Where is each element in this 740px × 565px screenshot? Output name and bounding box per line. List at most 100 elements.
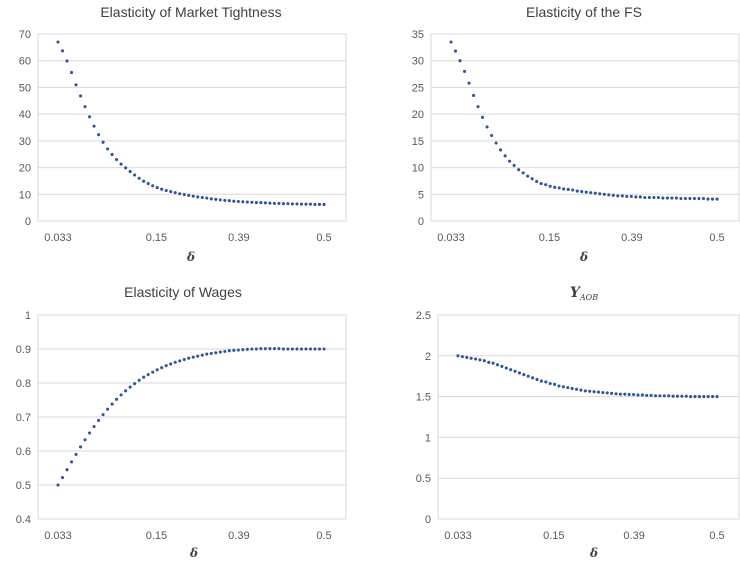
data-point — [649, 393, 653, 397]
data-point — [670, 196, 674, 200]
data-point — [56, 40, 60, 44]
x-axis-label: δ — [189, 546, 198, 560]
data-point — [146, 372, 150, 377]
data-point — [596, 390, 601, 394]
data-point — [513, 369, 517, 373]
data-point — [471, 93, 476, 97]
data-point — [469, 356, 473, 360]
data-point — [623, 392, 627, 396]
x-axis-ticks: 0.033 0.15 0.39 0.5 — [437, 232, 724, 244]
data-point — [227, 199, 231, 203]
y-tick-label: 15 — [412, 136, 424, 148]
data-point — [209, 197, 213, 201]
data-point — [317, 347, 322, 351]
data-point — [322, 347, 326, 351]
plot-area — [437, 314, 740, 520]
data-point — [702, 395, 706, 399]
gridlines — [38, 314, 346, 520]
plot-area — [37, 33, 347, 222]
data-point — [652, 195, 656, 200]
data-point — [575, 189, 579, 193]
data-point — [535, 377, 539, 382]
x-tick-label: 0.39 — [623, 530, 644, 542]
data-point — [680, 394, 684, 398]
y-tick-label: 40 — [19, 109, 31, 121]
data-point — [481, 115, 485, 119]
data-point — [182, 193, 186, 197]
data-series — [456, 354, 719, 399]
data-point — [671, 394, 675, 398]
gridlines — [38, 33, 346, 222]
data-point — [706, 197, 710, 201]
x-tick-label: 0.5 — [709, 232, 724, 244]
data-point — [607, 193, 611, 197]
x-tick-label: 0.39 — [228, 530, 249, 542]
data-point — [526, 174, 530, 178]
y-tick-label: 70 — [19, 29, 31, 41]
x-tick-label: 0.033 — [444, 530, 472, 542]
y-tick-label: 0.5 — [416, 473, 431, 485]
data-point — [65, 59, 69, 63]
data-point — [662, 394, 666, 398]
chart-title: Elasticity of the FS — [526, 4, 642, 20]
chart-title-main: Y — [570, 285, 582, 301]
data-point — [245, 200, 249, 204]
data-point — [97, 133, 101, 137]
data-point — [504, 366, 508, 370]
data-point — [142, 375, 146, 379]
data-point — [110, 402, 114, 406]
data-point — [570, 386, 574, 390]
data-point — [78, 445, 83, 449]
data-point — [317, 202, 322, 206]
data-point — [322, 202, 326, 206]
data-point — [598, 192, 602, 196]
data-point — [711, 395, 715, 399]
y-tick-label: 35 — [412, 29, 424, 41]
data-point — [517, 371, 522, 375]
y-tick-label: 50 — [19, 82, 31, 94]
data-point — [290, 202, 294, 206]
data-point — [601, 390, 605, 395]
data-point — [667, 394, 671, 398]
data-point — [155, 186, 159, 190]
data-point — [259, 347, 263, 351]
data-point — [119, 393, 123, 397]
data-point — [101, 413, 105, 417]
x-tick-label: 0.5 — [316, 530, 331, 542]
data-point — [286, 202, 290, 206]
data-point — [155, 368, 159, 372]
data-point — [272, 201, 276, 205]
data-point — [467, 81, 471, 85]
x-axis-ticks: 0.033 0.15 0.39 0.5 — [44, 530, 331, 542]
data-point — [539, 379, 543, 383]
y-tick-label: 25 — [412, 82, 424, 94]
data-point — [115, 158, 119, 162]
data-point — [688, 197, 692, 201]
data-point — [620, 194, 624, 198]
data-point — [295, 347, 299, 351]
data-point — [638, 195, 642, 199]
data-point — [647, 195, 651, 200]
data-point — [636, 393, 640, 397]
data-point — [584, 190, 588, 194]
data-point — [128, 170, 132, 174]
data-point — [449, 40, 453, 44]
data-point — [561, 385, 565, 389]
data-point — [65, 468, 69, 472]
data-point — [106, 407, 110, 411]
data-point — [133, 382, 137, 386]
data-point — [137, 176, 141, 180]
data-series — [56, 40, 326, 206]
y-tick-label: 1 — [425, 432, 431, 444]
x-tick-label: 0.033 — [44, 232, 72, 244]
y-axis-ticks: 0 0.5 1 1.5 2 2.5 — [416, 310, 431, 526]
data-point — [69, 70, 74, 75]
data-point — [101, 140, 105, 144]
data-point — [78, 94, 83, 98]
data-point — [218, 198, 222, 202]
data-point — [627, 393, 631, 397]
data-point — [478, 358, 482, 362]
data-point — [658, 394, 662, 398]
data-point — [697, 395, 701, 399]
data-point — [674, 196, 678, 200]
